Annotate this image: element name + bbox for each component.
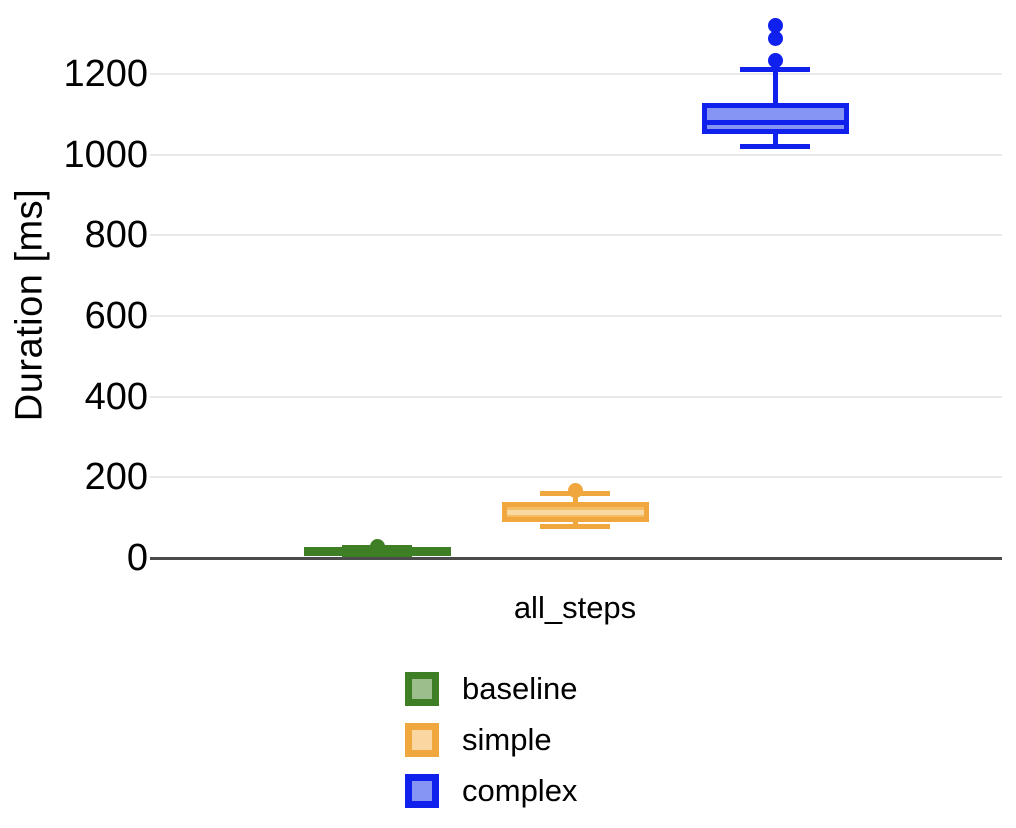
x-axis-line (150, 556, 1002, 560)
legend-swatch-complex (405, 774, 439, 808)
median-line (506, 510, 644, 516)
y-tick-label: 1200 (63, 52, 148, 95)
gridline (150, 234, 1002, 237)
legend-item-simple: simple (405, 723, 577, 757)
y-tick-label: 400 (84, 375, 148, 418)
whisker-cap (740, 67, 810, 73)
outlier-dot (567, 482, 583, 498)
y-tick-label: 0 (126, 537, 148, 579)
gridline (150, 476, 1002, 479)
x-tick-label: all_steps (513, 590, 637, 625)
outlier-dot (369, 539, 385, 555)
whisker-stem (572, 493, 578, 505)
y-tick-label: 200 (84, 456, 148, 499)
legend-swatch-baseline (405, 672, 439, 706)
whisker-stem (772, 69, 778, 106)
legend: baseline simple complex (405, 672, 577, 825)
median-line (706, 120, 844, 126)
box-fill (706, 108, 844, 130)
gridline (150, 153, 1002, 156)
y-tick-label: 800 (84, 214, 148, 257)
gridline (150, 72, 1002, 75)
gridline (150, 314, 1002, 317)
outlier-dot (767, 30, 783, 46)
legend-label-complex: complex (462, 773, 578, 808)
whisker-stem (772, 131, 778, 147)
legend-label-simple: simple (462, 722, 552, 757)
legend-item-baseline: baseline (405, 672, 577, 706)
outlier-dot (767, 53, 783, 69)
legend-swatch-simple (405, 723, 439, 757)
y-tick-label: 1000 (63, 133, 148, 176)
gridline (150, 395, 1002, 398)
whisker-cap (740, 144, 810, 150)
outlier-dot (767, 18, 783, 34)
legend-label-baseline: baseline (462, 671, 578, 706)
y-tick-label: 600 (84, 294, 148, 337)
whisker-cap (540, 524, 610, 530)
legend-item-complex: complex (405, 774, 577, 808)
whisker-stem (572, 519, 578, 527)
